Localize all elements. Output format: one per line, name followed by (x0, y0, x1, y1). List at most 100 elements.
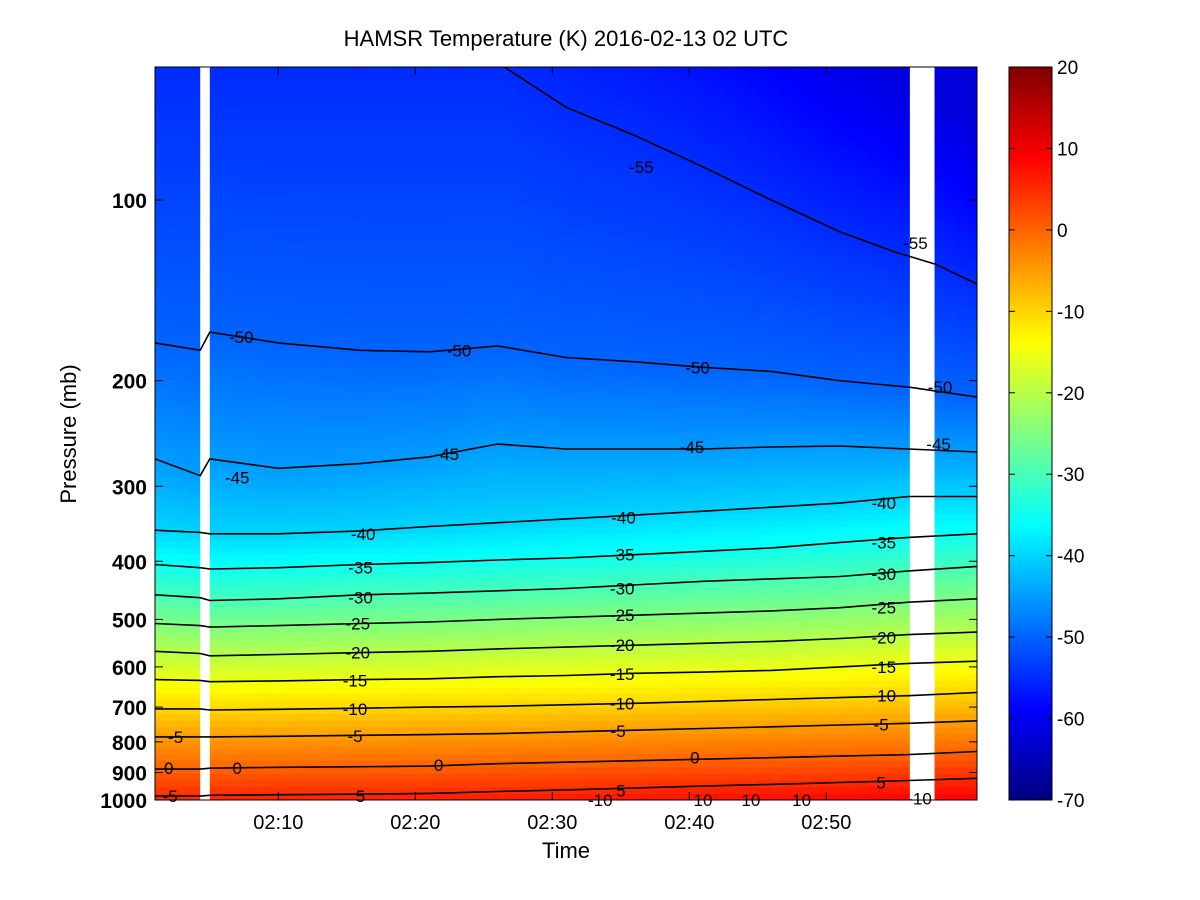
field-cell (494, 100, 507, 108)
field-cell (560, 586, 573, 595)
field-cell (275, 293, 288, 301)
field-cell (538, 680, 551, 688)
field-cell (231, 306, 244, 315)
field-cell (176, 460, 189, 468)
field-cell (176, 420, 189, 428)
field-cell (648, 626, 660, 634)
field-cell (549, 646, 562, 654)
field-cell (440, 733, 452, 741)
field-cell (253, 386, 266, 395)
field-cell (308, 273, 320, 281)
field-cell (407, 466, 419, 475)
field-cell (253, 520, 266, 528)
field-cell (264, 726, 277, 734)
field-cell (308, 453, 320, 461)
field-cell (637, 606, 649, 615)
field-cell (637, 160, 649, 168)
field-cell (275, 153, 288, 161)
field-cell (385, 326, 397, 335)
field-cell (319, 220, 331, 228)
field-cell (440, 433, 452, 441)
field-cell (494, 266, 507, 275)
field-cell (593, 660, 605, 668)
field-cell (637, 393, 649, 401)
field-cell (242, 87, 255, 95)
field-cell (472, 766, 485, 774)
field-cell (461, 700, 474, 708)
field-cell (626, 87, 638, 95)
field-cell (297, 393, 310, 401)
field-cell (472, 240, 485, 248)
field-cell (560, 546, 573, 555)
field-cell (571, 340, 584, 348)
field-cell (549, 620, 562, 628)
field-cell (319, 93, 331, 101)
field-cell (363, 460, 375, 468)
field-cell (308, 340, 320, 348)
field-cell (571, 533, 584, 541)
field-cell (187, 673, 200, 681)
field-cell (187, 406, 200, 415)
field-cell (187, 600, 200, 608)
field-cell (242, 360, 255, 368)
field-cell (527, 793, 540, 800)
field-cell (385, 273, 397, 281)
field-cell (166, 120, 178, 128)
field-cell (308, 400, 320, 408)
field-cell (407, 293, 419, 301)
field-cell (582, 67, 594, 75)
field-cell (527, 486, 540, 495)
field-cell (187, 173, 200, 181)
field-cell (604, 473, 616, 481)
field-cell (494, 520, 507, 528)
field-cell (483, 313, 496, 321)
field-cell (352, 293, 364, 301)
field-cell (242, 173, 255, 181)
field-cell (374, 720, 386, 728)
field-cell (209, 546, 222, 555)
field-cell (560, 386, 573, 395)
field-cell (187, 107, 200, 115)
field-cell (352, 500, 364, 508)
field-cell (187, 306, 200, 315)
field-cell (472, 67, 485, 75)
field-cell (593, 346, 605, 355)
field-cell (209, 686, 222, 694)
field-cell (549, 100, 562, 108)
field-cell (461, 473, 474, 481)
field-cell (231, 266, 244, 275)
field-cell (319, 700, 331, 708)
field-cell (385, 453, 397, 461)
field-cell (418, 586, 430, 595)
field-cell (516, 213, 529, 221)
field-cell (374, 366, 386, 375)
field-cell (582, 646, 594, 654)
field-cell (593, 720, 605, 728)
field-cell (538, 613, 551, 621)
field-cell (297, 346, 310, 355)
field-cell (549, 773, 562, 781)
field-cell (483, 266, 496, 275)
field-cell (538, 220, 551, 228)
field-cell (626, 740, 638, 748)
field-cell (549, 546, 562, 555)
field-cell (505, 193, 518, 201)
field-cell (374, 713, 386, 721)
field-cell (385, 173, 397, 181)
field-cell (166, 320, 178, 328)
field-cell (429, 546, 441, 555)
field-cell (166, 186, 178, 195)
field-cell (242, 646, 255, 654)
field-cell (604, 213, 616, 221)
field-cell (220, 360, 233, 368)
field-cell (264, 526, 277, 535)
field-cell (582, 580, 594, 588)
field-cell (593, 113, 605, 121)
field-cell (505, 400, 518, 408)
field-cell (472, 626, 485, 634)
field-cell (571, 93, 584, 101)
field-cell (440, 593, 452, 601)
field-cell (385, 413, 397, 421)
field-cell (549, 413, 562, 421)
field-cell (418, 107, 430, 115)
